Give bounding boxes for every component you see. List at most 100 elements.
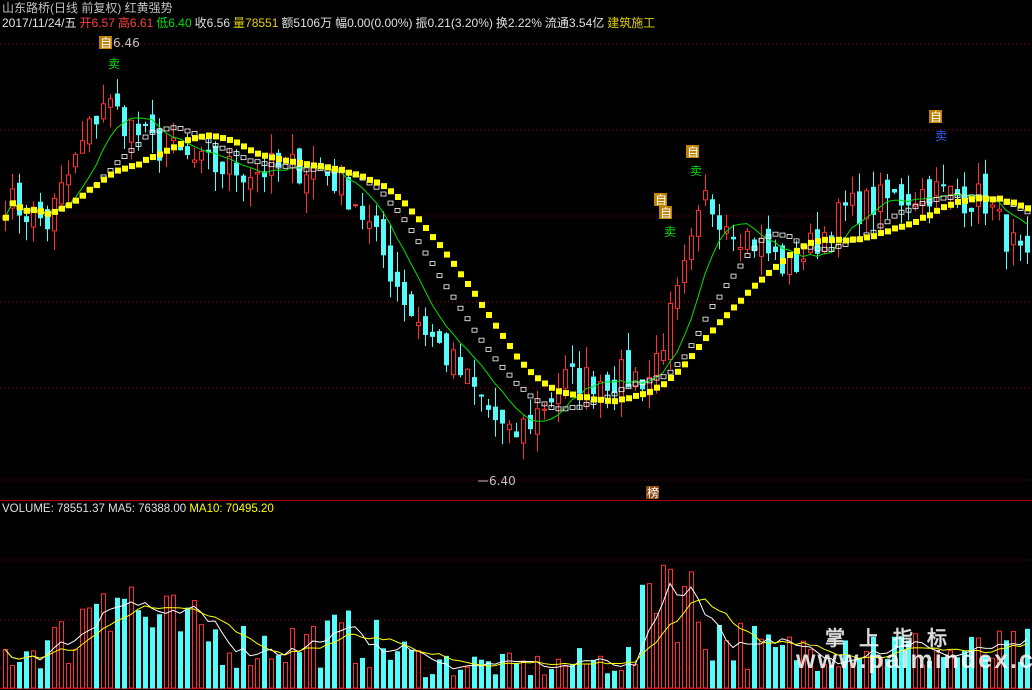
ma-yellow-step [703, 335, 709, 342]
volume-ma5: MA5: 76388.00 [108, 503, 187, 515]
volume-bar [703, 649, 708, 689]
candle-body [717, 215, 722, 230]
candle-body [465, 368, 470, 385]
ma-yellow-step [542, 380, 548, 387]
ma-yellow-step [276, 155, 282, 162]
candle-body [983, 173, 988, 214]
ma-yellow-step [437, 242, 443, 249]
volume-legend: VOLUME: 78551.37 MA5: 76388.00 MA10: 704… [2, 502, 274, 517]
ma-yellow-step [780, 258, 786, 265]
ma-yellow-step [864, 234, 870, 241]
candle-body [472, 377, 477, 387]
ma-white-step [513, 380, 520, 386]
volume-bar [710, 660, 715, 689]
ma-yellow-step [66, 202, 72, 209]
ma-white-step [660, 374, 667, 380]
quote-volume: 量78551 [233, 16, 279, 30]
volume-bar [199, 624, 204, 689]
candle-body [878, 184, 883, 213]
volume-bar [332, 614, 337, 689]
ma-yellow-step [633, 392, 639, 399]
ma-white-step [835, 243, 842, 249]
candle-body [647, 376, 652, 396]
volume-bar [304, 634, 309, 689]
volume-bar [661, 564, 666, 689]
ma-white-step [464, 316, 471, 322]
ma-yellow-step [332, 165, 338, 172]
ma-yellow-step [521, 361, 527, 368]
ma-yellow-step [640, 391, 646, 398]
ma-white-step [632, 381, 639, 387]
candle-body [997, 208, 1002, 212]
candle-body [528, 414, 533, 430]
volume-bar [423, 677, 428, 689]
ma-yellow-step [479, 301, 485, 308]
volume-bar [696, 621, 701, 689]
ma-yellow-step [710, 327, 716, 334]
volume-bar [17, 661, 22, 689]
volume-bar [1011, 631, 1016, 689]
ma-white-step [576, 404, 583, 410]
volume-bar [465, 666, 470, 689]
candle-body [920, 188, 925, 205]
ma-yellow-step [794, 247, 800, 254]
sell-marker: 卖 [108, 57, 120, 71]
buy-marker-bg [659, 206, 672, 219]
ma-yellow-step [80, 192, 86, 199]
volume-bar [647, 583, 652, 689]
ma-yellow-step [885, 228, 891, 235]
volume-bar [983, 655, 988, 689]
candle-body [241, 175, 246, 183]
volume-bar [549, 669, 554, 689]
ma-yellow-step [171, 144, 177, 151]
candle-body [1018, 240, 1023, 246]
candle-body [87, 118, 92, 145]
volume-bar [528, 675, 533, 689]
ma-yellow-step [556, 388, 562, 395]
candle-body [850, 192, 855, 206]
ma-yellow-step [241, 143, 247, 150]
ma-white-step [688, 343, 695, 349]
volume-bar [633, 663, 638, 689]
quote-sector[interactable]: 建筑施工 [607, 16, 656, 30]
ma-yellow-step [787, 252, 793, 259]
candle-body [500, 409, 505, 424]
ma-white-step [527, 393, 534, 399]
high-price-label: 6.46 [113, 36, 140, 50]
candle-body [416, 321, 421, 327]
ma-yellow-step [1011, 199, 1017, 206]
volume-bar [276, 655, 281, 689]
volume-bar [815, 670, 820, 689]
candle-body [766, 228, 771, 254]
ma-yellow-step [94, 182, 100, 189]
volume-bar [864, 651, 869, 689]
candle-body [213, 145, 218, 173]
ma-yellow-step [10, 200, 16, 207]
ma-yellow-step [717, 319, 723, 326]
candle-body [934, 181, 939, 197]
volume-bar [353, 662, 358, 689]
sell-marker: 卖 [935, 129, 947, 143]
candle-body [80, 140, 85, 154]
candle-body [157, 129, 162, 161]
ma-yellow-step [738, 297, 744, 304]
candle-body [493, 406, 498, 421]
candle-body [927, 179, 932, 207]
buy-marker: 自 [930, 110, 942, 124]
ma-yellow-step [647, 388, 653, 395]
ma-yellow-step [745, 289, 751, 296]
volume-bar [213, 629, 218, 689]
ma-yellow-step [213, 133, 219, 140]
candle-body [738, 246, 743, 250]
candle-body [255, 171, 260, 175]
buy-marker-bg [686, 145, 699, 158]
buy-marker: 自 [100, 36, 112, 50]
ma-yellow-step [157, 151, 163, 158]
candle-body [332, 170, 337, 191]
candle-body [479, 394, 484, 397]
candle-body [507, 423, 512, 431]
ma-white-step [506, 372, 513, 378]
volume-bar [794, 660, 799, 689]
ma-yellow-step [598, 396, 604, 403]
